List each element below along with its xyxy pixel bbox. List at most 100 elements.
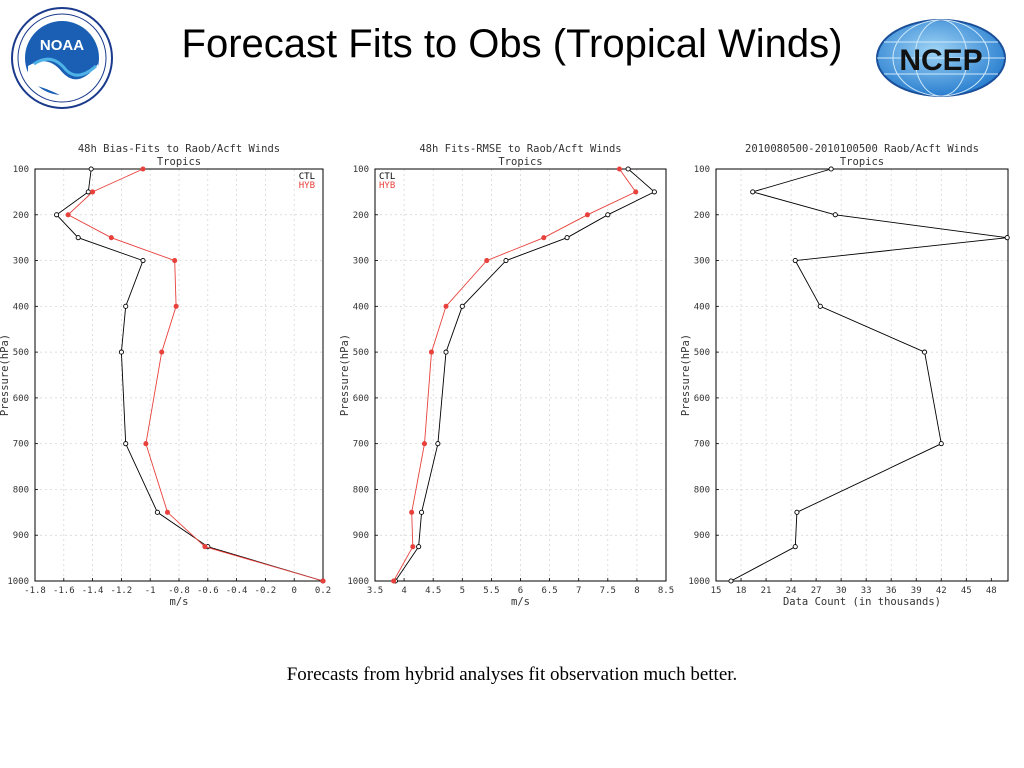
chart-title: 2010080500-2010100500 Raob/Acft Winds: [745, 143, 979, 155]
y-tick-label: 600: [353, 394, 369, 404]
x-tick-label: 18: [736, 586, 747, 596]
x-tick-label: 6.5: [541, 586, 557, 596]
y-tick-label: 800: [353, 485, 369, 495]
y-tick-label: 200: [694, 211, 710, 221]
data-point-hyb: [428, 349, 435, 355]
y-tick-label: 500: [353, 348, 369, 358]
y-tick-label: 500: [694, 348, 710, 358]
data-point-hyb: [108, 235, 114, 241]
data-point-count: [828, 166, 834, 172]
data-point-hyb: [391, 578, 397, 584]
plot-frame: [715, 168, 1009, 582]
x-tick-label: -0.6: [197, 586, 219, 596]
data-point-ctl: [459, 303, 465, 309]
x-tick-label: 30: [836, 586, 847, 596]
y-tick-label: 100: [13, 165, 29, 175]
y-tick-label: 200: [13, 211, 29, 221]
x-tick-label: 33: [861, 586, 872, 596]
slide-caption: Forecasts from hybrid analyses fit obser…: [286, 664, 738, 685]
data-point-hyb: [584, 212, 590, 218]
x-tick-label: 48: [986, 586, 997, 596]
data-point-hyb: [172, 258, 178, 264]
y-tick-label: 800: [694, 485, 710, 495]
data-point-hyb: [140, 166, 146, 172]
data-point-ctl: [416, 544, 422, 550]
data-point-ctl: [443, 349, 449, 355]
data-point-count: [792, 258, 798, 264]
y-axis-label: Pressure(hPa): [680, 334, 692, 416]
x-tick-label: 24: [786, 586, 797, 596]
data-point-hyb: [159, 349, 165, 355]
ncep-logo: NCEP: [876, 19, 1006, 97]
data-point-hyb: [409, 509, 415, 515]
data-point-count: [817, 303, 823, 309]
x-tick-label: -1.2: [111, 586, 133, 596]
x-tick-label: 0: [291, 586, 296, 596]
x-tick-label: 45: [961, 586, 972, 596]
x-tick-label: -1.4: [82, 586, 104, 596]
y-tick-label: 300: [353, 257, 369, 267]
series-line-count: [730, 168, 1008, 582]
chart-title: 48h Fits-RMSE to Raob/Acft Winds: [419, 143, 621, 155]
legend-entry-ctl: CTL: [299, 172, 315, 182]
data-point-ctl: [123, 303, 129, 309]
data-point-hyb: [202, 544, 208, 550]
x-tick-label: -0.2: [255, 586, 277, 596]
y-tick-label: 400: [353, 302, 369, 312]
y-tick-label: 1000: [7, 577, 29, 587]
y-tick-label: 700: [13, 440, 29, 450]
y-tick-label: 900: [353, 531, 369, 541]
noaa-logo: NOAA: [11, 7, 113, 109]
chart-subtitle: Tropics: [840, 156, 884, 168]
data-point-hyb: [484, 258, 490, 264]
x-tick-label: -1.8: [24, 586, 46, 596]
data-point-hyb: [65, 212, 71, 218]
data-point-ctl: [564, 235, 570, 241]
ncep-logo-text: NCEP: [899, 44, 982, 77]
x-tick-label: 36: [886, 586, 897, 596]
x-tick-label: -0.4: [226, 586, 248, 596]
chart-subtitle: Tropics: [498, 156, 542, 168]
y-tick-label: 900: [694, 531, 710, 541]
y-tick-label: 300: [694, 257, 710, 267]
data-point-count: [938, 441, 944, 447]
chart-subtitle: Tropics: [157, 156, 201, 168]
data-point-hyb: [616, 166, 622, 172]
legend-entry-hyb: HYB: [299, 181, 315, 191]
y-tick-label: 700: [694, 440, 710, 450]
y-tick-label: 400: [13, 302, 29, 312]
data-point-hyb: [443, 303, 449, 309]
data-point-hyb: [421, 441, 428, 447]
charts-area: 48h Bias-Fits to Raob/Acft WindsTropics-…: [0, 143, 1010, 608]
page-title: Forecast Fits to Obs (Tropical Winds): [181, 22, 843, 66]
data-point-hyb: [410, 544, 416, 550]
data-point-count: [794, 509, 800, 515]
x-tick-label: 27: [811, 586, 822, 596]
y-tick-label: 700: [353, 440, 369, 450]
data-point-count: [750, 189, 756, 195]
series-line-hyb: [67, 168, 324, 582]
x-tick-label: 3.5: [367, 586, 383, 596]
data-point-ctl: [54, 212, 60, 218]
y-tick-label: 900: [13, 531, 29, 541]
y-tick-label: 600: [13, 394, 29, 404]
data-point-ctl: [154, 509, 160, 515]
x-tick-label: 6: [518, 586, 523, 596]
data-point-ctl: [605, 212, 611, 218]
data-point-ctl: [75, 235, 81, 241]
x-tick-label: 7.5: [600, 586, 616, 596]
x-tick-label: -1: [145, 586, 156, 596]
legend-entry-hyb: HYB: [379, 181, 395, 191]
data-point-ctl: [419, 509, 425, 515]
data-point-ctl: [118, 349, 124, 355]
x-tick-label: -0.8: [168, 586, 190, 596]
chart-3: 2010080500-2010100500 Raob/Acft WindsTro…: [680, 143, 1010, 608]
legend-entry-ctl: CTL: [379, 172, 395, 182]
x-tick-label: -1.6: [53, 586, 75, 596]
y-tick-label: 600: [694, 394, 710, 404]
data-point-hyb: [143, 441, 149, 447]
x-axis-label: Data Count (in thousands): [783, 596, 941, 608]
series-line-ctl: [55, 168, 324, 582]
